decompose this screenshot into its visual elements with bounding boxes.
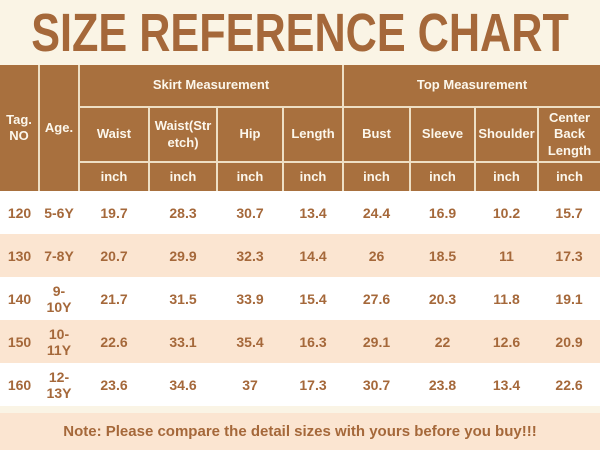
column-header-row: Waist Waist(Stretch) Hip Length Bust Sle… xyxy=(0,107,600,163)
value-cell: 19.7 xyxy=(100,204,128,221)
value-cell: 22.6 xyxy=(100,333,128,350)
value-cell: 13.4 xyxy=(492,376,521,393)
value-cell: 23.8 xyxy=(428,376,457,393)
table-row: 160 12-13Y 23.6 34.6 37 17.3 30.7 23.8 1… xyxy=(0,363,600,406)
value-cell: 16.9 xyxy=(428,204,457,221)
unit-cell: inch xyxy=(538,162,600,191)
value-cell: 10.2 xyxy=(492,204,521,221)
col-header-length: Length xyxy=(283,107,345,163)
table-row: 140 9-10Y 21.7 31.5 33.9 15.4 27.6 20.3 … xyxy=(0,277,600,320)
unit-cell: inch xyxy=(475,162,540,191)
value-cell: 11 xyxy=(499,247,514,264)
age-cell: 9-10Y xyxy=(46,282,72,315)
age-cell: 10-11Y xyxy=(46,325,72,358)
value-cell: 27.6 xyxy=(362,290,391,307)
value-cell: 16.3 xyxy=(299,333,327,350)
value-cell: 30.7 xyxy=(362,376,391,393)
value-cell: 31.5 xyxy=(169,290,197,307)
note-text: Note: Please compare the detail sizes wi… xyxy=(63,423,537,440)
value-cell: 17.3 xyxy=(555,247,583,264)
tag-cell: 140 xyxy=(7,290,32,307)
value-cell: 15.7 xyxy=(555,204,583,221)
value-cell: 13.4 xyxy=(299,204,327,221)
value-cell: 19.1 xyxy=(555,290,583,307)
value-cell: 15.4 xyxy=(299,290,327,307)
value-cell: 20.3 xyxy=(428,290,457,307)
value-cell: 12.6 xyxy=(492,333,521,350)
value-cell: 33.9 xyxy=(236,290,264,307)
unit-cell: inch xyxy=(283,162,345,191)
value-cell: 18.5 xyxy=(428,247,457,264)
value-cell: 17.3 xyxy=(299,376,327,393)
col-header-waist-stretch: Waist(Stretch) xyxy=(149,107,218,163)
value-cell: 29.1 xyxy=(362,333,391,350)
table-row: 130 7-8Y 20.7 29.9 32.3 14.4 26 18.5 11 … xyxy=(0,234,600,277)
size-reference-table: Tag. NO Age. Skirt Measurement Top Measu… xyxy=(0,65,600,406)
unit-row: inch inch inch inch inch inch inch inch xyxy=(0,162,600,191)
col-header-shoulder: Shoulder xyxy=(475,107,540,163)
page-title: SIZE REFERENCE CHART xyxy=(0,0,600,65)
value-cell: 29.9 xyxy=(169,247,197,264)
unit-cell: inch xyxy=(79,162,150,191)
col-header-sleeve: Sleeve xyxy=(410,107,477,163)
group-header-top-measurement: Top Measurement xyxy=(343,65,600,108)
col-header-tag-no: Tag. NO xyxy=(0,65,40,191)
col-header-center-back-length: Center Back Length xyxy=(538,107,600,163)
col-header-waist: Waist xyxy=(79,107,150,163)
value-cell: 30.7 xyxy=(236,204,264,221)
age-cell: 5-6Y xyxy=(44,204,74,221)
value-cell: 24.4 xyxy=(362,204,391,221)
col-header-age: Age. xyxy=(39,65,80,191)
value-cell: 35.4 xyxy=(236,333,264,350)
value-cell: 11.8 xyxy=(493,290,520,307)
table-body: 120 5-6Y 19.7 28.3 30.7 13.4 24.4 16.9 1… xyxy=(0,191,600,406)
value-cell: 37 xyxy=(242,376,258,393)
value-cell: 22.6 xyxy=(555,376,583,393)
page-title-text: SIZE REFERENCE CHART xyxy=(31,2,569,63)
value-cell: 34.6 xyxy=(169,376,197,393)
table-header: Tag. NO Age. Skirt Measurement Top Measu… xyxy=(0,65,600,191)
tag-cell: 160 xyxy=(7,376,32,393)
tag-cell: 120 xyxy=(7,204,32,221)
table-row: 150 10-11Y 22.6 33.1 35.4 16.3 29.1 22 1… xyxy=(0,320,600,363)
age-cell: 7-8Y xyxy=(44,247,74,264)
col-header-bust: Bust xyxy=(343,107,412,163)
value-cell: 33.1 xyxy=(169,333,197,350)
tag-cell: 150 xyxy=(7,333,32,350)
tag-cell: 130 xyxy=(7,247,32,264)
value-cell: 22 xyxy=(434,333,451,350)
value-cell: 20.9 xyxy=(555,333,583,350)
value-cell: 14.4 xyxy=(299,247,327,264)
value-cell: 26 xyxy=(368,247,385,264)
value-cell: 28.3 xyxy=(169,204,197,221)
value-cell: 21.7 xyxy=(100,290,128,307)
unit-cell: inch xyxy=(149,162,218,191)
note-bar: Note: Please compare the detail sizes wi… xyxy=(0,413,600,450)
value-cell: 20.7 xyxy=(100,247,128,264)
age-cell: 12-13Y xyxy=(46,368,72,401)
group-header-skirt-measurement: Skirt Measurement xyxy=(79,65,345,108)
unit-cell: inch xyxy=(343,162,412,191)
unit-cell: inch xyxy=(410,162,477,191)
col-header-hip: Hip xyxy=(217,107,284,163)
unit-cell: inch xyxy=(217,162,284,191)
value-cell: 32.3 xyxy=(236,247,264,264)
group-header-row: Tag. NO Age. Skirt Measurement Top Measu… xyxy=(0,65,600,191)
table-row: 120 5-6Y 19.7 28.3 30.7 13.4 24.4 16.9 1… xyxy=(0,191,600,234)
value-cell: 23.6 xyxy=(100,376,128,393)
